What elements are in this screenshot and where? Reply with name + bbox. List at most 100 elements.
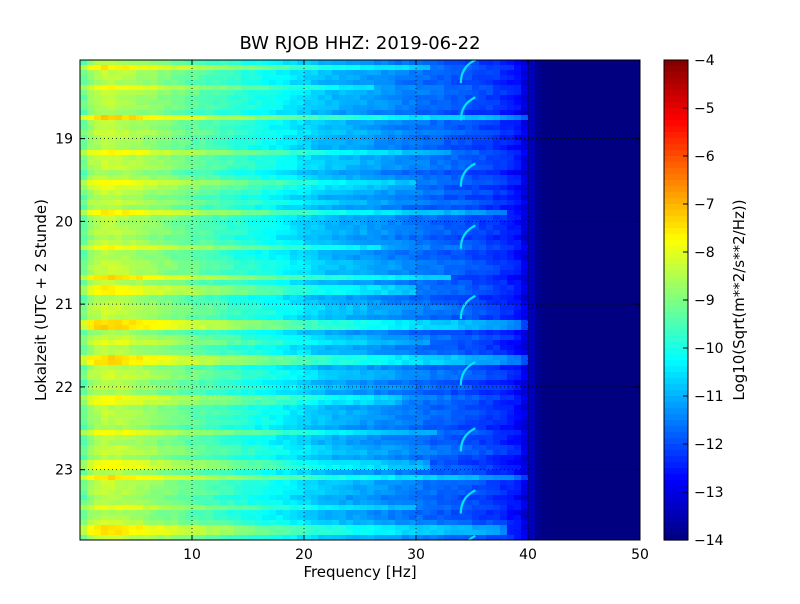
heatmap-cell	[381, 195, 389, 201]
heatmap-cell	[591, 220, 599, 226]
heatmap-cell	[185, 185, 193, 191]
heatmap-cell	[143, 110, 151, 116]
heatmap-cell	[269, 200, 277, 206]
heatmap-cell	[402, 255, 410, 261]
heatmap-cell	[381, 90, 389, 96]
heatmap-cell	[437, 365, 445, 371]
heatmap-cell	[619, 140, 627, 146]
heatmap-cell	[353, 110, 361, 116]
heatmap-cell	[157, 235, 165, 241]
heatmap-cell	[591, 195, 599, 201]
heatmap-cell	[87, 190, 95, 196]
heatmap-cell	[360, 165, 368, 171]
heatmap-cell	[395, 275, 403, 281]
heatmap-cell	[402, 110, 410, 116]
heatmap-cell	[178, 185, 186, 191]
heatmap-cell	[521, 230, 529, 236]
heatmap-cell	[94, 115, 102, 121]
heatmap-cell	[612, 85, 620, 91]
heatmap-cell	[395, 250, 403, 256]
heatmap-cell	[311, 105, 319, 111]
heatmap-cell	[381, 140, 389, 146]
heatmap-cell	[563, 90, 571, 96]
heatmap-cell	[346, 160, 354, 166]
heatmap-cell	[276, 215, 284, 221]
heatmap-cell	[395, 210, 403, 216]
heatmap-cell	[451, 190, 459, 196]
heatmap-cell	[150, 245, 158, 251]
heatmap-cell	[416, 150, 424, 156]
heatmap-cell	[150, 200, 158, 206]
heatmap-cell	[416, 200, 424, 206]
heatmap-cell	[528, 115, 536, 121]
heatmap-cell	[465, 110, 473, 116]
heatmap-cell	[563, 180, 571, 186]
heatmap-cell	[234, 180, 242, 186]
heatmap-cell	[178, 300, 186, 306]
heatmap-cell	[297, 245, 305, 251]
heatmap-cell	[353, 260, 361, 266]
heatmap-cell	[549, 75, 557, 81]
heatmap-cell	[444, 65, 452, 71]
heatmap-cell	[626, 80, 634, 86]
heatmap-cell	[472, 275, 480, 281]
heatmap-cell	[472, 75, 480, 81]
heatmap-cell	[570, 290, 578, 296]
heatmap-cell	[514, 265, 522, 271]
heatmap-cell	[612, 360, 620, 366]
heatmap-cell	[255, 95, 263, 101]
heatmap-cell	[220, 280, 228, 286]
heatmap-cell	[269, 340, 277, 346]
heatmap-cell	[325, 150, 333, 156]
heatmap-cell	[486, 270, 494, 276]
heatmap-cell	[563, 150, 571, 156]
heatmap-cell	[185, 140, 193, 146]
heatmap-cell	[507, 115, 515, 121]
heatmap-cell	[199, 335, 207, 341]
heatmap-cell	[626, 290, 634, 296]
heatmap-cell	[206, 195, 214, 201]
heatmap-cell	[409, 215, 417, 221]
heatmap-cell	[500, 200, 508, 206]
heatmap-cell	[150, 85, 158, 91]
heatmap-cell	[528, 275, 536, 281]
heatmap-cell	[619, 170, 627, 176]
heatmap-cell	[297, 360, 305, 366]
heatmap-cell	[136, 140, 144, 146]
heatmap-cell	[444, 355, 452, 361]
heatmap-cell	[332, 130, 340, 136]
heatmap-cell	[94, 325, 102, 331]
heatmap-cell	[626, 145, 634, 151]
heatmap-cell	[479, 270, 487, 276]
heatmap-cell	[227, 80, 235, 86]
heatmap-cell	[507, 245, 515, 251]
heatmap-cell	[206, 175, 214, 181]
heatmap-cell	[409, 125, 417, 131]
heatmap-cell	[626, 325, 634, 331]
heatmap-cell	[486, 90, 494, 96]
heatmap-cell	[290, 290, 298, 296]
heatmap-cell	[297, 120, 305, 126]
heatmap-cell	[591, 335, 599, 341]
heatmap-cell	[493, 325, 501, 331]
heatmap-cell	[136, 185, 144, 191]
heatmap-cell	[360, 240, 368, 246]
heatmap-cell	[325, 295, 333, 301]
heatmap-cell	[241, 80, 249, 86]
heatmap-cell	[563, 320, 571, 326]
heatmap-cell	[108, 185, 116, 191]
heatmap-cell	[192, 370, 200, 376]
heatmap-cell	[388, 195, 396, 201]
heatmap-cell	[129, 180, 137, 186]
heatmap-cell	[563, 75, 571, 81]
heatmap-cell	[563, 120, 571, 126]
heatmap-cell	[584, 80, 592, 86]
heatmap-cell	[325, 140, 333, 146]
heatmap-cell	[423, 80, 431, 86]
heatmap-cell	[360, 140, 368, 146]
heatmap-cell	[227, 335, 235, 341]
heatmap-cell	[430, 285, 438, 291]
heatmap-cell	[367, 355, 375, 361]
heatmap-cell	[598, 85, 606, 91]
heatmap-cell	[185, 340, 193, 346]
